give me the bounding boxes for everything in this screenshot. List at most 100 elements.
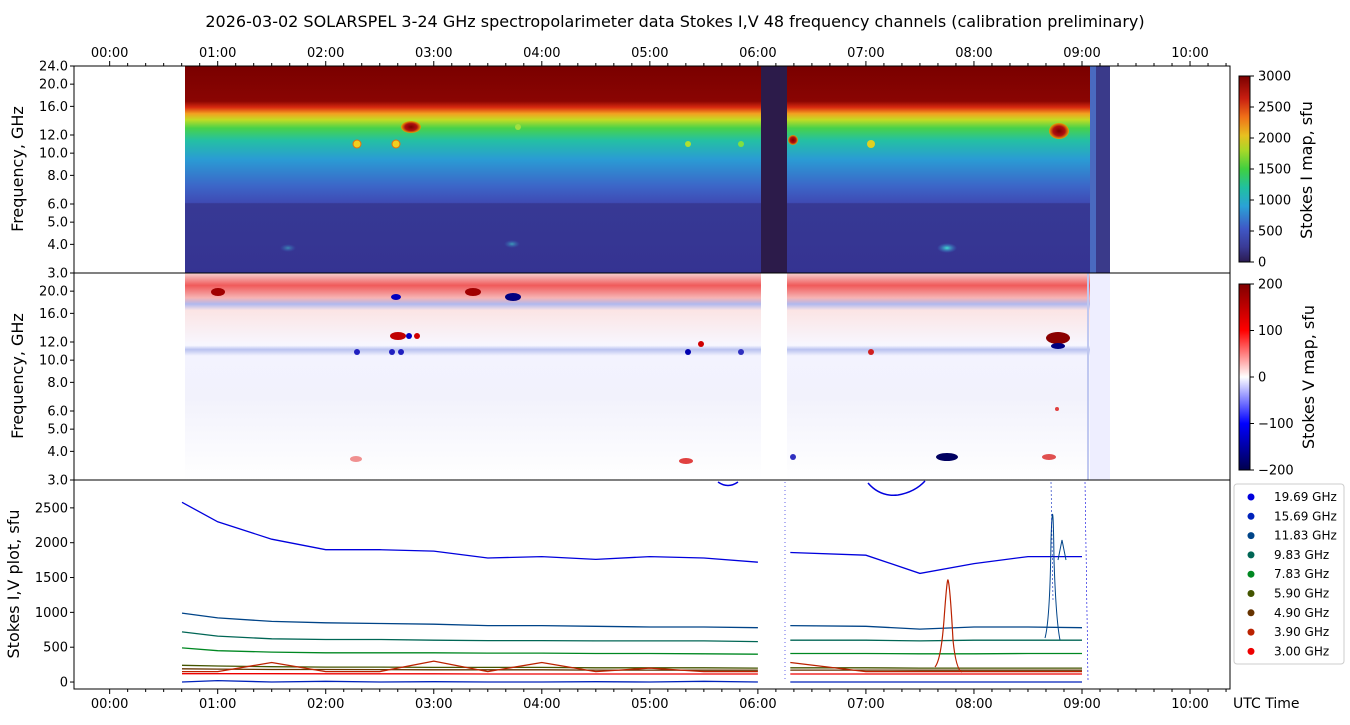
y-tick-label: 8.0	[47, 169, 68, 184]
stokes-v-feature	[465, 288, 481, 296]
stokes-i-spot	[352, 139, 362, 149]
colorbar-stokes-i: 0 500 1000 1500 2000 2500 3000 Stokes I map, s…	[1238, 70, 1316, 271]
legend-label: 7.83 GHz	[1274, 567, 1329, 581]
x-tick-label: 02:00	[307, 697, 344, 712]
colorbar-tick-label: 200	[1258, 278, 1283, 293]
x-top-tick-label: 05:00	[631, 46, 668, 61]
colorbar-i-gradient	[1238, 75, 1251, 263]
y-tick-label: 5.0	[47, 216, 68, 231]
y-tick-label: 3.0	[47, 474, 68, 489]
stokes-i-spot	[391, 139, 401, 149]
y-tick-label: 10.0	[39, 354, 68, 369]
colorbar-stokes-v: −200 −100 0 100 200 Stokes V map, sfu	[1238, 278, 1318, 479]
legend-label: 11.83 GHz	[1274, 529, 1337, 543]
y-tick-label: 1500	[35, 571, 68, 586]
series-line-19.69-GHz	[181, 501, 758, 563]
burst-peak-3.90	[934, 579, 963, 673]
x-tick-label: 06:00	[739, 697, 776, 712]
series-line-11.83-GHz	[181, 612, 758, 629]
legend-marker	[1247, 609, 1255, 617]
x-tick-label: 07:00	[847, 697, 884, 712]
legend-marker	[1247, 512, 1255, 520]
series-line-11.83-GHz	[790, 624, 1083, 630]
x-top-tick-label: 03:00	[415, 46, 452, 61]
series-line-3.90-GHz	[790, 661, 1082, 673]
stokes-i-burst	[1049, 123, 1069, 139]
series-line-7.83-GHz	[181, 647, 758, 655]
x-axis-label: UTC Time	[1233, 696, 1299, 712]
x-tick-label: 03:00	[415, 697, 452, 712]
y-tick-label: 4.0	[47, 445, 68, 460]
stokes-iv-plot-panel: Stokes I,V plot, sfu UTC Time 0 500 1000 15…	[4, 479, 1299, 712]
series-line-5.90-GHz	[181, 664, 758, 669]
stokes-v-feature	[936, 453, 958, 461]
x-top-tick-label: 02:00	[307, 46, 344, 61]
stokes-iv-axes	[73, 479, 1231, 690]
x-tick-label: 08:00	[955, 697, 992, 712]
legend-marker	[1247, 590, 1255, 597]
series-line-3.90-GHz	[182, 660, 758, 673]
colorbar-tick-label: 1500	[1258, 163, 1291, 178]
y-tick-label: 1000	[35, 606, 68, 621]
legend-label: 15.69 GHz	[1274, 509, 1337, 523]
x-top-tick-label: 01:00	[199, 46, 236, 61]
legend-label: 3.00 GHz	[1274, 644, 1329, 658]
y-tick-label: 2000	[35, 536, 68, 551]
stokes-v-feature	[505, 293, 521, 301]
y-tick-label: 6.0	[47, 198, 68, 213]
x-tick-label: 04:00	[523, 697, 560, 712]
legend-label: 19.69 GHz	[1274, 490, 1337, 504]
series-line-15.69-GHz	[181, 679, 758, 683]
stokes-v-map-segment-1	[185, 273, 761, 480]
x-top-tick-label: 07:00	[847, 46, 884, 61]
x-top-tick-label: 09:00	[1063, 46, 1100, 61]
series-line-19.69-GHz	[790, 551, 1082, 575]
x-tick-label: 05:00	[631, 697, 668, 712]
colorbar-tick-label: 500	[1258, 225, 1283, 240]
x-tick-label: 09:00	[1063, 697, 1100, 712]
x-top-tick-label: 04:00	[523, 46, 560, 61]
stokes-i-map-segment-2	[787, 66, 1090, 273]
stokes-v-feature	[1046, 332, 1070, 344]
x-top-tick-label: 00:00	[91, 46, 128, 61]
legend-label: 4.90 GHz	[1274, 606, 1329, 620]
y-tick-label: 20.0	[39, 285, 68, 300]
colorbar-tick-label: −200	[1258, 464, 1294, 479]
stokes-i-panel: Frequency, GHz 3.0 4.0 5.0 6.0 8.0 10.0 12.0 16…	[8, 46, 1231, 282]
y-tick-label: 8.0	[47, 376, 68, 391]
stokes-v-feature	[211, 288, 225, 296]
series-line-9.83-GHz	[790, 639, 1082, 642]
y-tick-label: 10.0	[39, 147, 68, 162]
figure-title: 2026-03-02 SOLARSPEL 3-24 GHz spectropol…	[205, 12, 1144, 31]
legend-label: 3.90 GHz	[1274, 625, 1329, 639]
stokes-v-map-segment-2	[787, 273, 1090, 480]
stokes-iv-ylabel: Stokes I,V plot, sfu	[4, 510, 23, 659]
y-tick-label: 0	[60, 676, 68, 691]
y-tick-label: 16.0	[39, 307, 68, 322]
legend: 19.69 GHz 15.69 GHz 11.83 GHz 9.83 GHz 7.83 …	[1233, 483, 1345, 665]
y-tick-label: 5.0	[47, 423, 68, 438]
stokes-i-burst	[788, 135, 798, 145]
stokes-i-ylabel: Frequency, GHz	[8, 106, 27, 232]
series-line-4.90-GHz	[181, 668, 758, 671]
x-tick-label: 10:00	[1171, 697, 1208, 712]
y-tick-label: 3.0	[47, 267, 68, 282]
colorbar-tick-label: 2500	[1258, 101, 1291, 116]
stokes-v-panel: Frequency, GHz 3.0 4.0 5.0 6.0 8.0 10.0 12.0 16…	[8, 272, 1231, 489]
colorbar-v-gradient	[1238, 283, 1251, 471]
y-tick-label: 2500	[35, 501, 68, 516]
stokes-i-burst-low	[937, 243, 957, 253]
legend-label: 5.90 GHz	[1274, 587, 1329, 601]
legend-marker	[1247, 532, 1255, 540]
colorbar-tick-label: −100	[1258, 417, 1294, 432]
x-top-tick-label: 10:00	[1171, 46, 1208, 61]
stokes-i-map-segment-1	[185, 66, 761, 273]
legend-marker	[1247, 551, 1255, 559]
y-tick-label: 12.0	[39, 336, 68, 351]
legend-marker	[1247, 570, 1255, 578]
y-tick-label: 4.0	[47, 238, 68, 253]
y-tick-label: 24.0	[39, 60, 68, 75]
colorbar-tick-label: 1000	[1258, 194, 1291, 209]
stokes-i-data-gap	[761, 66, 787, 273]
